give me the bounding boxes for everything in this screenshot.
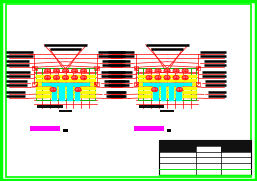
Bar <box>143 85 191 100</box>
Bar <box>94 82 99 86</box>
Circle shape <box>44 75 51 80</box>
Circle shape <box>176 87 183 92</box>
Bar <box>138 68 196 100</box>
Bar <box>159 146 196 152</box>
Circle shape <box>75 87 81 92</box>
Bar <box>134 82 138 86</box>
Bar <box>94 66 99 70</box>
Bar <box>159 140 251 175</box>
Circle shape <box>80 75 87 80</box>
Circle shape <box>53 69 60 73</box>
Bar <box>42 85 89 100</box>
Circle shape <box>71 69 78 73</box>
Bar <box>32 66 37 70</box>
Circle shape <box>155 69 161 73</box>
Circle shape <box>173 69 179 73</box>
Bar <box>167 129 171 132</box>
Circle shape <box>182 75 188 80</box>
Bar <box>63 129 68 132</box>
Bar <box>196 82 200 86</box>
Circle shape <box>152 87 158 92</box>
Bar <box>59 110 72 112</box>
Circle shape <box>146 75 152 80</box>
Circle shape <box>173 75 179 80</box>
Bar <box>36 68 95 100</box>
Bar <box>37 105 63 108</box>
Circle shape <box>71 75 78 80</box>
Bar <box>159 140 251 146</box>
Circle shape <box>164 75 170 80</box>
Circle shape <box>182 69 188 73</box>
Bar <box>30 126 60 131</box>
Circle shape <box>164 69 170 73</box>
Circle shape <box>53 75 60 80</box>
Circle shape <box>146 69 152 73</box>
Bar <box>139 105 164 108</box>
Bar <box>160 110 174 112</box>
Circle shape <box>80 69 87 73</box>
Bar <box>196 66 200 70</box>
Circle shape <box>62 75 69 80</box>
Bar <box>134 126 164 131</box>
Bar <box>134 66 138 70</box>
Bar <box>42 68 89 84</box>
Circle shape <box>50 87 56 92</box>
Circle shape <box>155 75 161 80</box>
Bar <box>221 146 251 152</box>
Bar <box>143 68 191 84</box>
Bar <box>32 82 37 86</box>
Circle shape <box>44 69 51 73</box>
Circle shape <box>62 69 69 73</box>
